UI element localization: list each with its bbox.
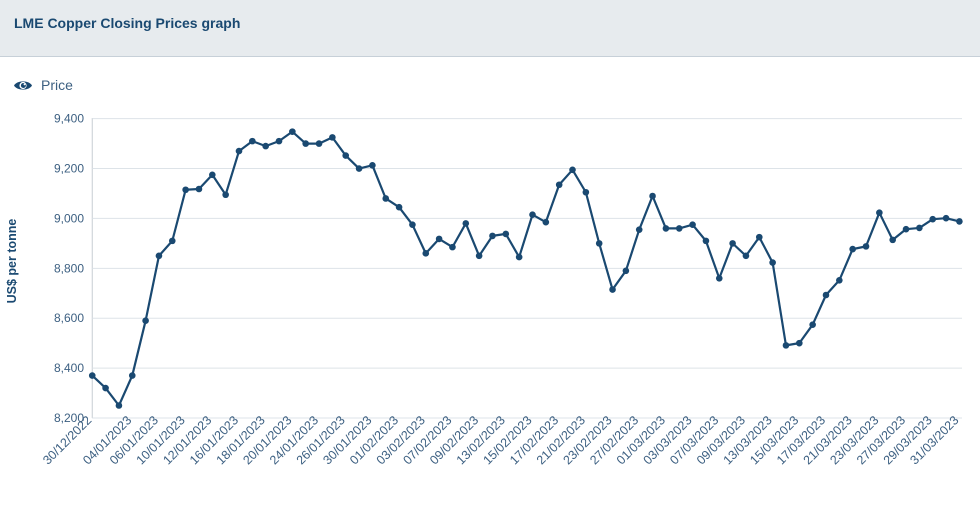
svg-text:8,600: 8,600 bbox=[54, 311, 84, 325]
svg-text:9,000: 9,000 bbox=[54, 211, 84, 225]
svg-text:US$ per tonne: US$ per tonne bbox=[5, 219, 19, 304]
svg-text:9,400: 9,400 bbox=[54, 112, 84, 126]
svg-text:8,800: 8,800 bbox=[54, 261, 84, 275]
svg-text:8,400: 8,400 bbox=[54, 361, 84, 375]
svg-text:9,200: 9,200 bbox=[54, 162, 84, 176]
